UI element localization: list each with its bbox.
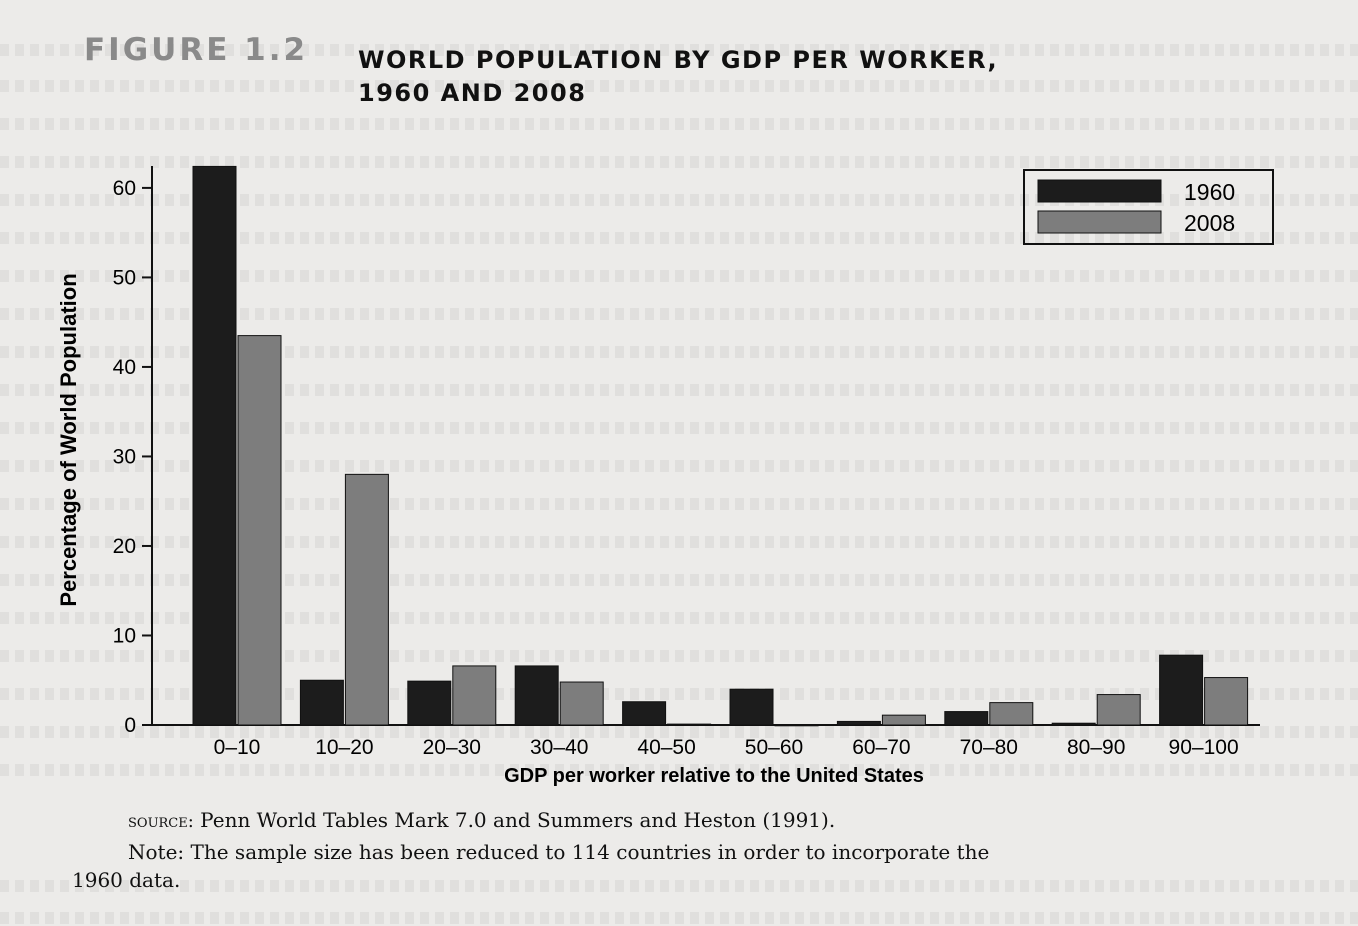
bar-1960-50–60 bbox=[729, 688, 774, 726]
footnote-line-1: Note: The sample size has been reduced t… bbox=[128, 840, 990, 864]
bar-2008-60–70 bbox=[881, 714, 926, 726]
source-prefix: source: bbox=[128, 811, 194, 832]
x-tick-label: 10–20 bbox=[315, 736, 373, 759]
y-axis-label: Percentage of World Population bbox=[56, 273, 81, 606]
y-tick-label: 10 bbox=[113, 624, 136, 647]
x-tick-label: 60–70 bbox=[852, 736, 910, 759]
bar-1960-10–20 bbox=[299, 679, 344, 726]
y-tick-label: 30 bbox=[113, 445, 136, 468]
footnote: Note: The sample size has been reduced t… bbox=[72, 838, 1338, 894]
x-tick-label: 80–90 bbox=[1067, 736, 1125, 759]
x-tick-label: 90–100 bbox=[1169, 736, 1239, 759]
bar-1960-70–80 bbox=[944, 711, 989, 726]
legend-swatch-2008 bbox=[1037, 210, 1162, 234]
legend-label-1960: 1960 bbox=[1184, 179, 1235, 205]
figure-title-line-1: WORLD POPULATION BY GDP PER WORKER, bbox=[358, 46, 999, 74]
bar-1960-30–40 bbox=[514, 665, 559, 726]
legend-box bbox=[1023, 169, 1274, 245]
legend-label-2008: 2008 bbox=[1184, 210, 1235, 236]
x-axis-label: GDP per worker relative to the United St… bbox=[504, 765, 924, 787]
x-tick-label: 50–60 bbox=[745, 736, 803, 759]
bar-1960-40–50 bbox=[622, 701, 667, 726]
figure-label: FIGURE 1.2 bbox=[84, 32, 309, 68]
x-tick-label: 0–10 bbox=[214, 736, 261, 759]
bar-2008-10–20 bbox=[344, 473, 389, 726]
bar-2008-50–60 bbox=[774, 724, 819, 727]
legend-swatch-1960 bbox=[1037, 179, 1162, 203]
bar-2008-40–50 bbox=[667, 723, 712, 726]
bar-2008-70–80 bbox=[989, 702, 1034, 726]
bar-2008-80–90 bbox=[1096, 694, 1141, 726]
y-tick-label: 40 bbox=[113, 356, 136, 379]
source-text: Penn World Tables Mark 7.0 and Summers a… bbox=[200, 808, 836, 832]
y-tick-label: 0 bbox=[124, 714, 136, 737]
x-tick-label: 30–40 bbox=[530, 736, 588, 759]
y-tick-label: 20 bbox=[113, 535, 136, 558]
bar-2008-20–30 bbox=[452, 665, 497, 726]
bar-2008-90–100 bbox=[1204, 677, 1249, 726]
x-tick-label: 20–30 bbox=[423, 736, 481, 759]
x-tick-label: 40–50 bbox=[637, 736, 695, 759]
source-note: source: Penn World Tables Mark 7.0 and S… bbox=[128, 808, 835, 832]
bar-1960-60–70 bbox=[836, 720, 881, 726]
footnote-line-2: 1960 data. bbox=[72, 868, 181, 892]
bar-1960-0–10 bbox=[192, 165, 237, 726]
bar-1960-80–90 bbox=[1051, 722, 1096, 726]
bar-2008-30–40 bbox=[559, 681, 604, 726]
x-tick-label: 70–80 bbox=[960, 736, 1018, 759]
figure-title: WORLD POPULATION BY GDP PER WORKER, 1960… bbox=[358, 44, 1138, 110]
y-tick-label: 60 bbox=[113, 177, 136, 200]
bar-2008-0–10 bbox=[237, 335, 282, 726]
bar-1960-90–100 bbox=[1159, 654, 1204, 726]
y-tick-label: 50 bbox=[113, 266, 136, 289]
bar-1960-20–30 bbox=[407, 680, 452, 726]
figure-title-line-2: 1960 AND 2008 bbox=[358, 79, 587, 107]
